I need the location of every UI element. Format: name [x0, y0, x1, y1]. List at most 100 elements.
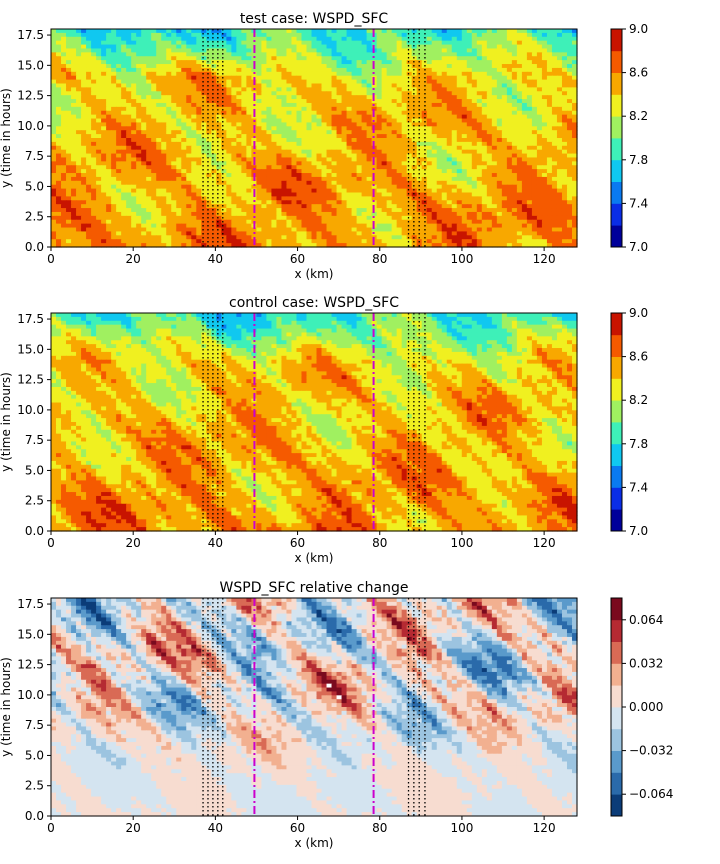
heatmap-cell — [296, 200, 302, 204]
heatmap-cell — [312, 126, 318, 130]
heatmap-cell — [116, 56, 122, 60]
heatmap-cell — [146, 157, 152, 161]
heatmap-cell — [537, 76, 543, 80]
heatmap-cell — [196, 48, 202, 52]
heatmap-cell — [552, 193, 558, 197]
heatmap-cell — [362, 103, 368, 107]
heatmap-cell — [547, 126, 553, 130]
heatmap-cell — [432, 91, 438, 95]
heatmap-cell — [111, 48, 117, 52]
heatmap-cell — [271, 200, 277, 204]
heatmap-cell — [447, 165, 453, 169]
heatmap-cell — [517, 33, 523, 37]
heatmap-cell — [171, 37, 177, 41]
heatmap-cell — [312, 181, 318, 185]
heatmap-cell — [61, 208, 67, 212]
heatmap-cell — [261, 173, 267, 177]
heatmap-cell — [532, 76, 538, 80]
heatmap-cell — [81, 119, 87, 123]
heatmap-cell — [181, 72, 187, 76]
heatmap-cell — [206, 173, 212, 177]
heatmap-cell — [477, 193, 483, 197]
heatmap-cell — [532, 33, 538, 37]
heatmap-cell — [452, 45, 458, 49]
heatmap-cell — [527, 165, 533, 169]
heatmap-cell — [312, 161, 318, 165]
heatmap-cell — [226, 45, 232, 49]
heatmap-cell — [387, 60, 393, 64]
heatmap-cell — [191, 91, 197, 95]
heatmap-cell — [532, 150, 538, 154]
heatmap-cell — [327, 56, 333, 60]
heatmap-cell — [317, 84, 323, 88]
heatmap-cell — [211, 111, 217, 115]
heatmap-cell — [146, 103, 152, 107]
heatmap-cell — [271, 95, 277, 99]
heatmap-cell — [71, 134, 77, 138]
heatmap-cell — [492, 177, 498, 181]
heatmap-cell — [281, 204, 287, 208]
heatmap-cell — [512, 189, 518, 193]
heatmap-cell — [296, 41, 302, 45]
heatmap-cell — [286, 72, 292, 76]
heatmap-cell — [347, 138, 353, 142]
heatmap-cell — [91, 52, 97, 56]
heatmap-cell — [557, 193, 563, 197]
heatmap-cell — [176, 154, 182, 158]
heatmap-cell — [352, 103, 358, 107]
heatmap-cell — [482, 87, 488, 91]
heatmap-cell — [81, 181, 87, 185]
heatmap-cell — [126, 157, 132, 161]
heatmap-cell — [121, 37, 127, 41]
heatmap-cell — [527, 119, 533, 123]
heatmap-cell — [417, 111, 423, 115]
heatmap-cell — [121, 56, 127, 60]
heatmap-cell — [216, 146, 222, 150]
heatmap-cell — [467, 173, 473, 177]
heatmap-cell — [527, 68, 533, 72]
heatmap-cell — [266, 134, 272, 138]
heatmap-cell — [291, 200, 297, 204]
heatmap-cell — [547, 80, 553, 84]
heatmap-cell — [86, 87, 92, 91]
heatmap-cell — [286, 146, 292, 150]
heatmap-cell — [337, 200, 343, 204]
heatmap-cell — [457, 115, 463, 119]
heatmap-cell — [81, 157, 87, 161]
heatmap-cell — [457, 72, 463, 76]
heatmap-cell — [432, 56, 438, 60]
heatmap-cell — [211, 72, 217, 76]
heatmap-cell — [502, 111, 508, 115]
heatmap-cell — [261, 115, 267, 119]
heatmap-cell — [502, 185, 508, 189]
heatmap-cell — [216, 37, 222, 41]
heatmap-cell — [472, 72, 478, 76]
heatmap-cell — [136, 91, 142, 95]
heatmap-cell — [522, 126, 528, 130]
heatmap-cell — [141, 126, 147, 130]
heatmap-cell — [327, 60, 333, 64]
heatmap-cell — [392, 52, 398, 56]
heatmap-cell — [352, 196, 358, 200]
heatmap-cell — [402, 103, 408, 107]
heatmap-cell — [246, 99, 252, 103]
heatmap-cell — [342, 177, 348, 181]
heatmap-cell — [477, 122, 483, 126]
heatmap-cell — [452, 64, 458, 68]
heatmap-cell — [437, 208, 443, 212]
heatmap-cell — [557, 41, 563, 45]
heatmap-cell — [121, 157, 127, 161]
heatmap-cell — [246, 204, 252, 208]
heatmap-cell — [166, 142, 172, 146]
heatmap-cell — [231, 87, 237, 91]
heatmap-cell — [126, 169, 132, 173]
heatmap-cell — [402, 200, 408, 204]
heatmap-cell — [362, 150, 368, 154]
heatmap-cell — [151, 122, 157, 126]
heatmap-cell — [442, 189, 448, 193]
heatmap-cell — [447, 80, 453, 84]
heatmap-cell — [296, 146, 302, 150]
heatmap-cell — [532, 68, 538, 72]
heatmap-cell — [126, 111, 132, 115]
heatmap-cell — [206, 138, 212, 142]
